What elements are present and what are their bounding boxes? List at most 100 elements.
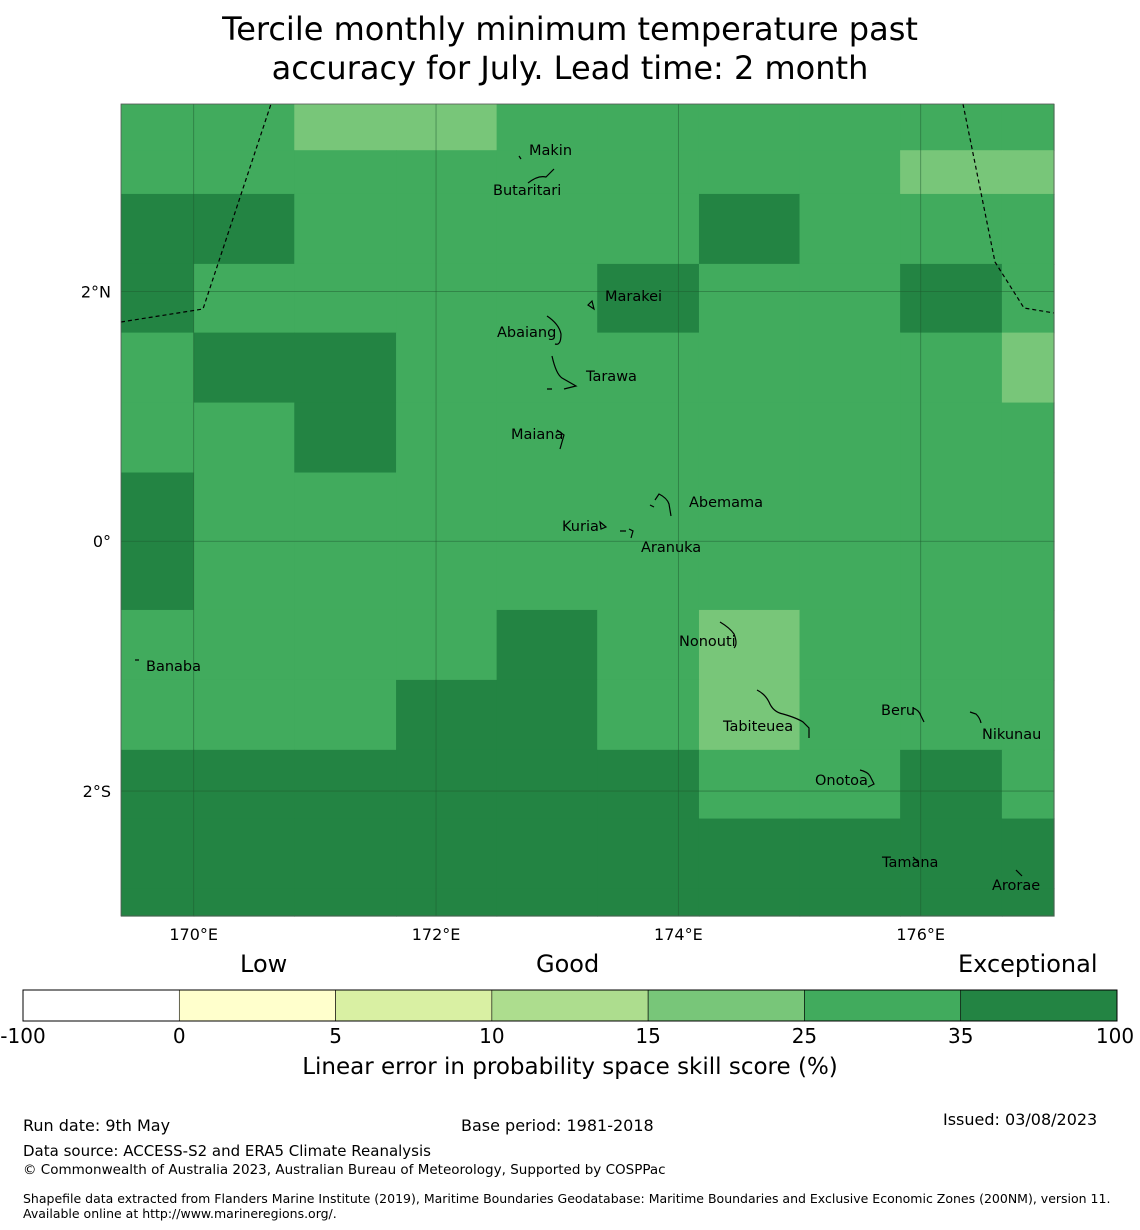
island-outline [599,520,608,530]
category-good-label: Good [536,950,600,978]
colorbar-bin [491,989,649,1022]
copyright: © Commonwealth of Australia 2023, Austra… [23,1162,666,1178]
island-outline [518,155,522,160]
skill-cell [698,193,801,265]
map-figure: Makin Butaritari Marakei Abaiang Tarawa Maian… [22,103,1118,1022]
skill-cell [193,150,295,195]
skill-cell [396,749,498,820]
skill-cell [698,609,801,681]
skill-cell [698,818,801,890]
skill-cell [900,150,1003,195]
skill-cell [1001,150,1055,195]
skill-cell [294,818,397,890]
eez-boundaries [120,103,1055,323]
island-label: Makin [529,143,572,159]
map-frame [120,103,1055,917]
skill-cell [121,749,195,820]
colorbar-tick-label: 25 [791,1024,818,1048]
skill-cell [496,332,598,404]
skill-cell [193,679,295,751]
island-label: Marakei [605,289,662,305]
skill-cell [121,818,195,890]
skill-cell [900,749,1003,820]
skill-cell [900,402,1003,474]
island-label: Abemama [689,495,763,511]
island-outline [1015,869,1023,877]
island-label: Aranuka [641,540,701,556]
skill-cell [1001,332,1055,404]
island-outline [587,299,595,311]
skill-cell [900,193,1003,265]
title-line-2: accuracy for July. Lead time: 2 month [271,49,869,87]
skill-cell [294,679,397,751]
eez-boundary-east [962,103,1055,314]
skill-cell [698,104,801,151]
skill-cell [597,609,700,681]
skill-cell [396,472,498,542]
skill-cell [799,541,901,611]
skill-cell [799,332,901,404]
skill-cell [698,749,801,820]
skill-cell [698,541,801,611]
skill-cell [193,263,295,334]
skill-cell [1001,193,1055,265]
skill-cell [294,888,397,917]
skill-cell [799,150,901,195]
colorbar-bin [647,989,805,1022]
skill-cell [597,679,700,751]
skill-cell [396,402,498,474]
skill-cell [698,150,801,195]
skill-cell [121,402,195,474]
skill-cell [597,749,700,820]
colorbar-bin [22,989,180,1022]
skill-cell [193,193,295,265]
title-line-1: Tercile monthly minimum temperature past [222,10,918,48]
island-label: Kuria [562,519,599,535]
island-outline [912,707,925,723]
island-outline [527,168,555,184]
skill-cell [1001,541,1055,611]
graticule [121,104,1054,916]
lon-tick-label: 176°E [896,925,945,944]
skill-cell [496,609,598,681]
issued-date: Issued: 03/08/2023 [943,1110,1098,1129]
map-title: Tercile monthly minimum temperature past… [0,10,1140,88]
island-label: Beru [881,703,915,719]
skill-cell [1001,472,1055,542]
skill-cell [799,193,901,265]
skill-cell [294,402,397,474]
skill-cell [1001,263,1055,334]
skill-cell [193,818,295,890]
skill-cell [698,888,801,917]
skill-cell [900,679,1003,751]
skill-cell [396,150,498,195]
skill-cell [597,104,700,151]
island-outline [547,355,578,390]
axis-tick-labels: 170°E 172°E 174°E 176°E 2°N 0° 2°S [81,282,945,944]
island-outline [620,528,634,539]
island-label: Butaritari [493,183,561,199]
skill-cell [121,193,195,265]
skill-cell [396,104,498,151]
skill-cell [396,332,498,404]
skill-cell [193,472,295,542]
skill-cell [193,749,295,820]
skill-cell [900,472,1003,542]
skill-cell [496,150,598,195]
skill-cell [193,402,295,474]
skill-cell [294,541,397,611]
skill-cell [1001,749,1055,820]
skill-cell [193,888,295,917]
island-label: Nikunau [982,727,1041,743]
skill-cell [294,150,397,195]
skill-cell [496,818,598,890]
skill-cell [396,541,498,611]
skill-cell [1001,104,1055,151]
skill-cell [698,402,801,474]
skill-cell [1001,679,1055,751]
island-outline [969,711,982,724]
skill-grid [121,104,1055,917]
skill-cell [698,263,801,334]
skill-cell [496,193,598,265]
skill-cell [900,332,1003,404]
